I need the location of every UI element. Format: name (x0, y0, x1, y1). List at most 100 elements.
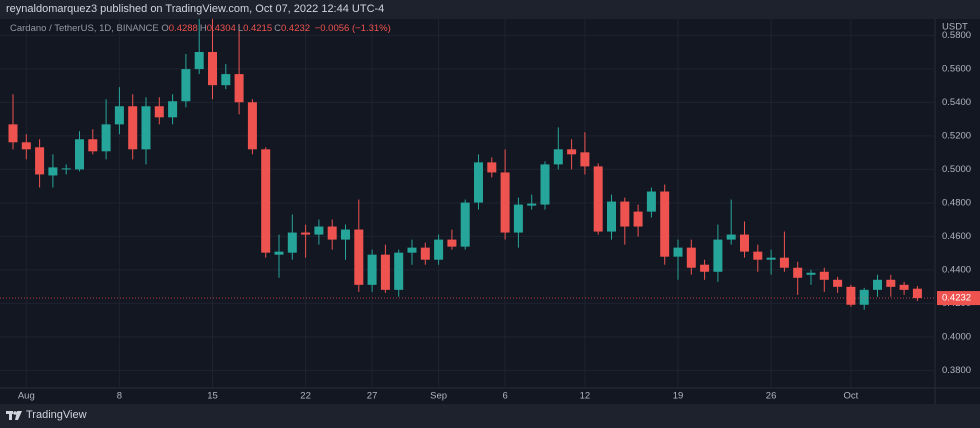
candle-body (873, 279, 882, 290)
ohlc-key: O (161, 23, 169, 34)
brand-logo (6, 411, 22, 420)
candle-body (527, 203, 537, 206)
candle-body (301, 232, 311, 235)
y-tick-label: 0.3800 (942, 365, 971, 376)
x-tick-label: 6 (502, 391, 507, 402)
candle-body (141, 106, 151, 150)
candle-body (686, 247, 696, 268)
candle-body (354, 229, 364, 285)
candle-body (221, 74, 231, 86)
y-tick-label: 0.4000 (942, 331, 971, 342)
x-tick-label: Sep (430, 391, 447, 402)
candle-body (61, 168, 71, 170)
candle-body (75, 139, 84, 170)
candle-body (194, 51, 204, 70)
ohlc-value: 0.4304 (206, 23, 236, 34)
candle-body (8, 124, 18, 143)
candle-body (726, 234, 736, 240)
ohlc-value: 0.4232 (281, 23, 311, 34)
x-tick-label: 27 (367, 391, 378, 402)
candle-body (859, 289, 869, 305)
candle-body (713, 239, 723, 272)
candle-body (261, 149, 271, 253)
candle-body (394, 252, 404, 290)
candle-body (247, 102, 257, 150)
candle-body (912, 288, 922, 299)
footer-bar (0, 404, 980, 428)
candle-body (407, 247, 417, 253)
candle-body (793, 267, 803, 278)
candle-body (833, 279, 843, 287)
candle-body (154, 106, 164, 118)
symbol-legend: Cardano / TetherUS, 1D, BINANCE O0.4288 H… (10, 23, 393, 34)
candle-body (753, 251, 763, 260)
candle-body (447, 239, 457, 247)
candle-body (487, 162, 497, 173)
candle-body (673, 247, 683, 257)
publisher-bar (0, 0, 980, 19)
candle-body (474, 162, 483, 203)
y-tick-label: 0.5000 (942, 164, 971, 175)
candle-body (567, 149, 577, 155)
candle-body (660, 191, 670, 257)
candle-body (500, 172, 510, 233)
x-tick-label: 15 (207, 391, 218, 402)
candle-body (740, 234, 749, 252)
candle-body (287, 232, 297, 253)
symbol-title: Cardano / TetherUS, 1D, BINANCE (10, 23, 159, 34)
x-tick-label: Oct (844, 391, 859, 402)
ohlc-value: 0.4288 (168, 23, 198, 34)
x-tick-label: 26 (766, 391, 777, 402)
x-tick-label: Aug (18, 391, 35, 402)
candle-body (620, 201, 630, 227)
candle-body (274, 251, 284, 255)
x-tick-label: 19 (673, 391, 684, 402)
candle-body (846, 286, 856, 305)
y-tick-label: 0.5200 (942, 130, 971, 141)
ohlc-key: C (274, 23, 281, 34)
candle-body (819, 271, 829, 280)
y-tick-label: 0.5800 (942, 30, 971, 41)
candle-body (327, 226, 337, 240)
candle-body (580, 152, 590, 167)
y-tick-label: 0.5600 (942, 63, 971, 74)
candle-body (646, 191, 656, 212)
candle-body (700, 264, 710, 272)
candle-body (633, 211, 643, 227)
ohlc-value: 0.4215 (243, 23, 273, 34)
brand-name: TradingView (26, 409, 87, 421)
candle-body (128, 106, 138, 150)
candle-body (168, 101, 178, 118)
candle-body (886, 279, 896, 287)
y-tick-label: 0.4600 (942, 231, 971, 242)
candle-body (766, 257, 776, 260)
candle-body (21, 142, 31, 150)
candle-body (114, 106, 124, 125)
candle-body (101, 124, 111, 152)
candle-body (779, 257, 789, 268)
candle-body (899, 284, 909, 290)
last-price-marker (937, 291, 980, 306)
candle-body (460, 202, 470, 247)
candle-body (380, 254, 390, 290)
candle-body (48, 167, 58, 176)
candle-body (314, 226, 324, 235)
candle-body (420, 247, 430, 260)
candle-body (367, 254, 377, 285)
candle-body (553, 149, 563, 165)
y-tick-label: 0.4800 (942, 197, 971, 208)
candle-body (88, 139, 98, 152)
publisher-line: reynaldomarquez3 published on TradingVie… (6, 3, 385, 15)
candle-body (341, 229, 350, 240)
candle-body (513, 204, 523, 233)
y-tick-label: 0.5400 (942, 97, 971, 108)
candle-body (234, 74, 244, 103)
candle-body (593, 166, 603, 232)
y-tick-label: 0.4400 (942, 264, 971, 275)
x-tick-label: 22 (300, 391, 311, 402)
x-tick-label: 8 (117, 391, 122, 402)
ohlc-key: H (199, 23, 207, 34)
